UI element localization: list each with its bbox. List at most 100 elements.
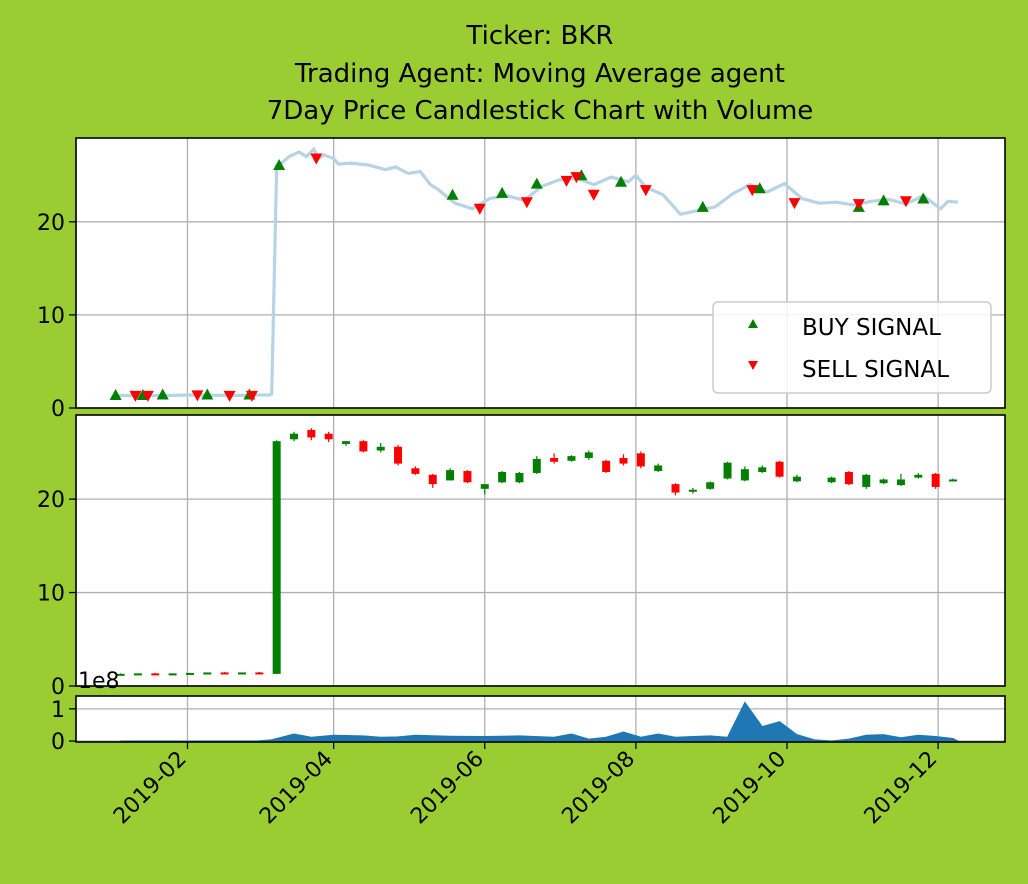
candle-body	[324, 433, 333, 440]
buy-signal-marker	[496, 186, 509, 198]
volume-area-layer	[120, 701, 959, 742]
volume-panel-frame	[75, 695, 1006, 743]
candle-body	[532, 458, 541, 473]
candle-body	[428, 474, 437, 485]
candle-body	[723, 462, 732, 479]
candle-body	[740, 469, 749, 481]
candlestick-panel: 0 10 20	[37, 414, 1006, 700]
candle-body	[168, 673, 177, 676]
buy-signal-marker	[446, 188, 459, 200]
candle-body	[359, 441, 368, 452]
candle-body	[550, 457, 559, 462]
buy-signal-marker	[753, 182, 766, 194]
candle-body	[706, 482, 715, 489]
candle-body	[948, 479, 957, 482]
volume-panel-background	[76, 696, 1005, 742]
sell-signal-marker	[141, 390, 154, 402]
candle-panel-background	[76, 415, 1005, 686]
sell-signal-marker	[245, 390, 258, 402]
candle-body	[151, 673, 160, 676]
legend-buy-marker-icon	[748, 319, 758, 328]
candle-body	[879, 479, 888, 484]
buy-signal-marker	[877, 194, 890, 206]
sell-signal-marker	[570, 172, 583, 184]
candle-panel-frame	[75, 414, 1006, 687]
candle-body	[220, 672, 229, 675]
candle-body	[844, 472, 853, 485]
sell-signal-marker	[223, 390, 236, 402]
candle-body	[411, 468, 420, 474]
candle-body	[237, 672, 246, 675]
candles-layer	[116, 428, 957, 676]
candle-body	[584, 452, 593, 458]
candle-body	[896, 479, 905, 486]
candle-body	[376, 446, 385, 451]
buy-signal-marker	[109, 388, 122, 400]
y-tick-label: 20	[37, 488, 65, 513]
candle-body	[775, 461, 784, 477]
candle-body	[758, 467, 767, 473]
candle-body	[255, 672, 264, 675]
candle-body	[862, 474, 871, 487]
candle-body	[272, 441, 281, 674]
sell-signal-marker	[852, 199, 865, 211]
candle-body	[116, 673, 125, 676]
y-tick-label: 10	[37, 582, 65, 607]
signal-markers-layer	[109, 153, 930, 402]
buy-signal-marker	[917, 192, 930, 204]
candle-body	[567, 456, 576, 461]
legend: BUY SIGNAL SELL SIGNAL	[712, 301, 992, 394]
sell-signal-marker	[788, 198, 801, 210]
legend-sell-label: SELL SIGNAL	[802, 357, 949, 383]
sell-signal-marker	[899, 196, 912, 208]
y-tick-label: 1	[51, 698, 65, 723]
price-panel-frame	[75, 137, 1006, 409]
candle-body	[654, 465, 663, 472]
sell-signal-marker	[587, 189, 600, 201]
volume-area	[120, 701, 959, 742]
chart-title-line-1: Ticker: BKR	[466, 21, 614, 51]
buy-signal-marker	[615, 175, 628, 187]
candle-body	[931, 473, 940, 487]
legend-box	[712, 301, 992, 394]
candle-body	[185, 672, 194, 675]
candle-body	[342, 441, 351, 444]
candle-body	[636, 453, 645, 467]
price-y-axis: 0 10 20	[37, 211, 76, 422]
sell-signal-marker	[639, 185, 652, 197]
buy-signal-marker	[156, 388, 169, 400]
candle-body	[133, 673, 142, 676]
volume-panel: 01 1e8	[51, 669, 1006, 755]
candle-body	[463, 471, 472, 483]
candle-body	[394, 446, 403, 464]
chart-title-line-3: 7Day Price Candlestick Chart with Volume	[267, 96, 814, 126]
legend-sell-marker-icon	[748, 361, 758, 370]
candle-body	[671, 484, 680, 493]
sell-signal-marker	[191, 390, 204, 402]
candle-body	[307, 429, 316, 438]
sell-signal-marker	[560, 175, 573, 187]
volume-y-axis: 01	[51, 698, 76, 755]
sell-signal-marker	[310, 153, 323, 165]
sell-signal-marker	[746, 185, 759, 197]
candle-body	[203, 672, 212, 675]
candle-body	[515, 472, 524, 483]
candle-body	[914, 474, 923, 478]
candle-body	[602, 460, 611, 473]
sell-signal-marker	[520, 197, 533, 209]
volume-offset-label: 1e8	[78, 669, 120, 694]
candle-body	[688, 489, 697, 492]
legend-buy-label: BUY SIGNAL	[802, 315, 941, 341]
price-panel: 0 10 20 BUY SIGNAL SELL SIGNAL	[37, 137, 1006, 422]
y-tick-label: 10	[37, 304, 65, 329]
candle-body	[619, 457, 628, 464]
candle-body	[792, 476, 801, 482]
candle-body	[290, 433, 299, 440]
sell-signal-marker	[129, 390, 142, 402]
y-tick-label: 0	[51, 730, 65, 755]
sell-signal-marker	[473, 203, 486, 215]
y-tick-label: 20	[37, 211, 65, 236]
buy-signal-marker	[201, 388, 214, 400]
candle-body	[827, 477, 836, 483]
